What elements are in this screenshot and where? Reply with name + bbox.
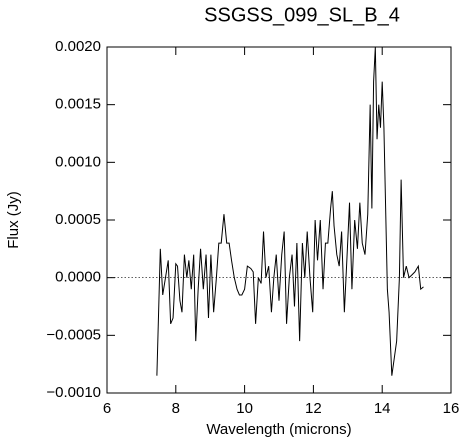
y-tick-label: 0.0000 xyxy=(55,269,101,286)
x-axis-label: Wavelength (microns) xyxy=(206,421,351,438)
plot-frame xyxy=(106,46,452,394)
x-tick-label: 8 xyxy=(172,400,180,417)
y-tick-label: 0.0020 xyxy=(55,38,101,55)
y-axis-label: Flux (Jy) xyxy=(5,191,22,249)
spectrum-line xyxy=(156,46,424,376)
y-tick-label: −0.0010 xyxy=(46,384,101,401)
x-tick-label: 14 xyxy=(374,400,391,417)
y-tick-label: −0.0005 xyxy=(46,326,101,343)
x-tick-label: 16 xyxy=(443,400,460,417)
y-tick-label: 0.0015 xyxy=(55,96,101,113)
x-tick-label: 12 xyxy=(305,400,322,417)
x-tick-label: 10 xyxy=(236,400,253,417)
y-tick-label: 0.0005 xyxy=(55,211,101,228)
y-tick-label: 0.0010 xyxy=(55,153,101,170)
x-tick-label: 6 xyxy=(103,400,111,417)
chart-title: SSGSS_099_SL_B_4 xyxy=(204,4,400,26)
